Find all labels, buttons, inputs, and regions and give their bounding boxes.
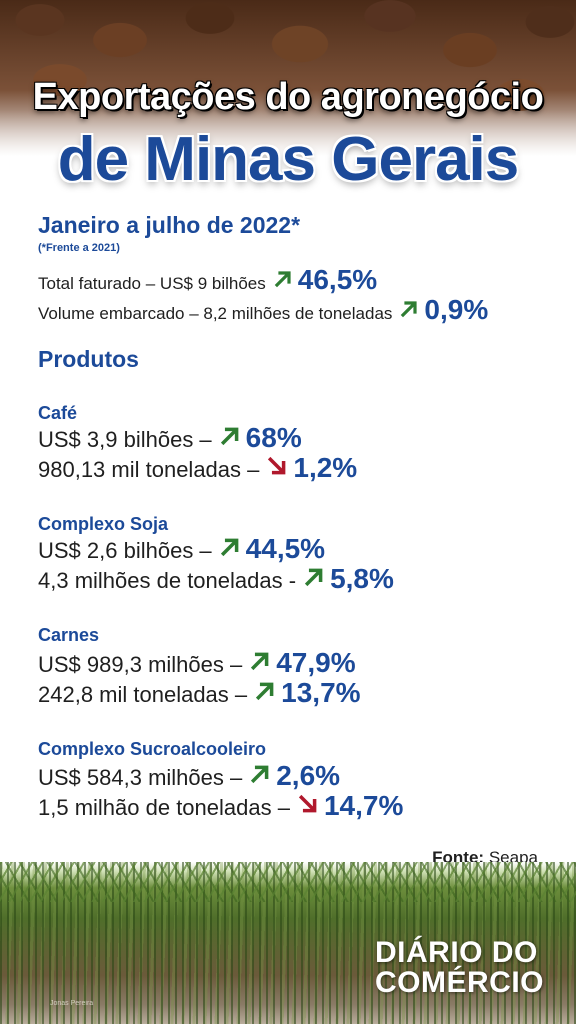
arrow-up-right-icon — [219, 536, 241, 558]
product-line-value: 1,2% — [293, 452, 358, 483]
logo-line2: COMÉRCIO — [375, 966, 544, 999]
arrow-down-right-icon — [266, 455, 288, 477]
product-line-label: 980,13 mil toneladas – — [38, 457, 260, 482]
arrow-down-right-icon — [297, 793, 319, 815]
arrow-up-right-icon — [273, 269, 293, 289]
product-line-value: 2,6% — [276, 760, 341, 791]
product-row: 242,8 mil toneladas – 13,7% — [38, 677, 361, 709]
summary-total-value: 46,5% — [297, 264, 378, 295]
product-line-value: 68% — [245, 422, 302, 453]
arrow-up-right-icon — [303, 566, 325, 588]
summary-total: Total faturado – US$ 9 bilhões 46,5% — [38, 264, 377, 296]
arrow-up-right-icon — [399, 299, 419, 319]
product-name-soja: Complexo Soja — [38, 514, 169, 534]
summary-total-label: Total faturado – US$ 9 bilhões — [38, 274, 266, 293]
product-row: 1,5 milhão de toneladas – 14,7% — [38, 790, 403, 822]
product-name-carnes: Carnes — [38, 625, 100, 645]
product-row: 4,3 milhões de toneladas - 5,8% — [38, 563, 394, 595]
product-line-label: US$ 584,3 milhões – — [38, 765, 243, 790]
summary-volume: Volume embarcado – 8,2 milhões de tonela… — [38, 294, 488, 326]
product-line-value: 13,7% — [281, 677, 361, 708]
arrow-up-right-icon — [254, 680, 276, 702]
summary-volume-label: Volume embarcado – 8,2 milhões de tonela… — [38, 304, 393, 323]
product-line-label: 242,8 mil toneladas – — [38, 682, 248, 707]
products-heading: Produtos — [38, 346, 139, 372]
product-row: US$ 2,6 bilhões – 44,5% — [38, 533, 325, 565]
period-title: Janeiro a julho de 2022* — [38, 212, 301, 238]
headline-line2: de Minas Gerais — [57, 125, 520, 194]
sugarcane-field-photo — [0, 862, 576, 1024]
product-line-label: US$ 989,3 milhões – — [38, 652, 243, 677]
product-row: US$ 989,3 milhões – 47,9% — [38, 647, 356, 679]
logo-line1: DIÁRIO DO — [375, 936, 538, 969]
product-name-sucroalcooleiro: Complexo Sucroalcooleiro — [38, 739, 267, 759]
product-line-label: US$ 2,6 bilhões – — [38, 538, 212, 563]
arrow-up-right-icon — [219, 425, 241, 447]
product-name-cafe: Café — [38, 403, 78, 423]
photo-credit: Jonas Pereira — [50, 1000, 94, 1007]
product-line-label: 1,5 milhão de toneladas – — [38, 795, 290, 820]
coffee-beans-banner — [0, 0, 576, 200]
summary-volume-value: 0,9% — [424, 294, 489, 325]
arrow-up-right-icon — [249, 650, 271, 672]
period-note: (*Frente a 2021) — [38, 242, 120, 254]
product-line-label: 4,3 milhões de toneladas - — [38, 568, 297, 593]
product-line-value: 44,5% — [245, 533, 326, 564]
diario-do-comercio-logo: DIÁRIO DO COMÉRCIO — [375, 938, 544, 998]
product-line-value: 47,9% — [276, 647, 356, 678]
product-row: US$ 584,3 milhões – 2,6% — [38, 760, 340, 792]
arrow-up-right-icon — [249, 763, 271, 785]
product-line-label: US$ 3,9 bilhões – — [38, 427, 212, 452]
product-row: US$ 3,9 bilhões – 68% — [38, 422, 302, 454]
product-line-value: 5,8% — [330, 563, 394, 594]
product-row: 980,13 mil toneladas – 1,2% — [38, 452, 357, 484]
product-line-value: 14,7% — [323, 790, 404, 821]
headline-line1: Exportações do agronegócio — [32, 76, 544, 118]
